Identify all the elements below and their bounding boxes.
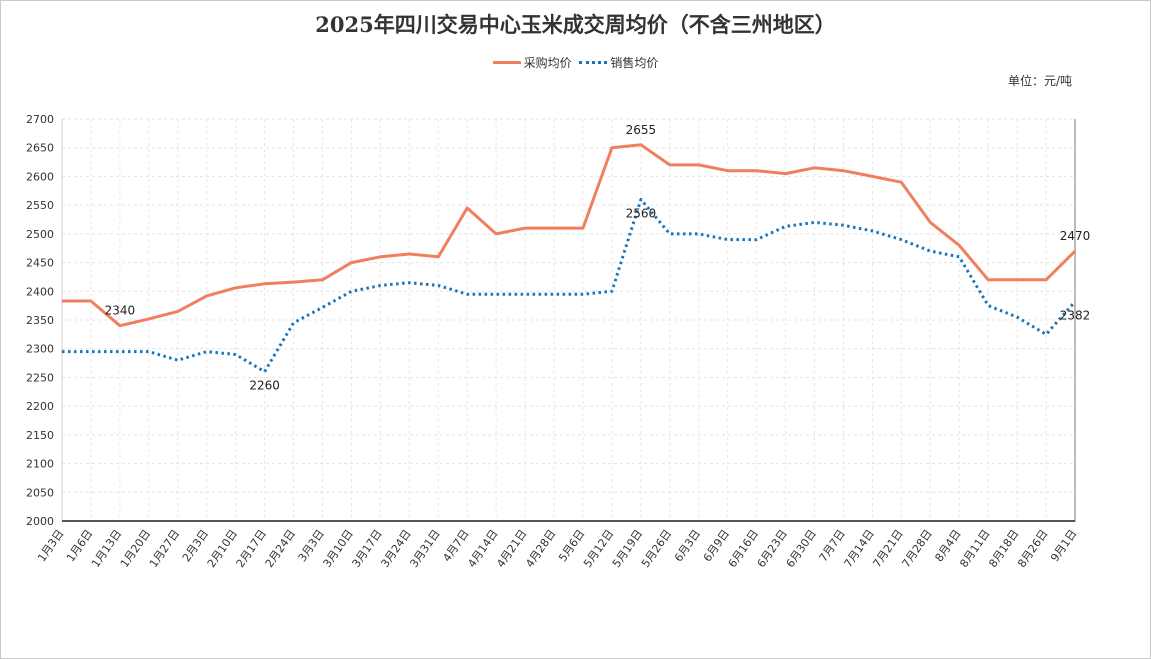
series-line-sales xyxy=(62,197,1077,374)
x-tick-label: 8月26日 xyxy=(1015,527,1050,570)
y-tick-label: 2550 xyxy=(26,199,54,212)
x-tick-label: 1月3日 xyxy=(35,527,66,564)
y-tick-label: 2450 xyxy=(26,257,54,270)
data-label: 2340 xyxy=(105,304,136,318)
legend-item-purchase[interactable]: 采购均价 xyxy=(492,54,572,71)
y-tick-label: 2300 xyxy=(26,343,54,356)
y-tick-label: 2200 xyxy=(26,400,54,413)
legend-label-purchase: 采购均价 xyxy=(523,56,572,70)
x-tick-label: 1月27日 xyxy=(147,527,182,570)
data-label: 2382 xyxy=(1060,309,1091,323)
data-label: 2560 xyxy=(626,206,657,220)
x-tick-label: 4月28日 xyxy=(523,527,558,570)
unit-label: 单位：元/吨 xyxy=(1007,74,1072,88)
data-label: 2470 xyxy=(1060,229,1091,243)
y-tick-label: 2700 xyxy=(26,113,54,126)
x-tick-label: 7月28日 xyxy=(899,527,934,570)
x-tick-label: 3月31日 xyxy=(407,527,442,570)
data-label: 2260 xyxy=(249,379,280,393)
x-tick-label: 6月3日 xyxy=(672,527,703,564)
x-tick-label: 9月1日 xyxy=(1048,527,1079,564)
chart-title: 2025年四川交易中心玉米成交周均价（不含三州地区） xyxy=(315,12,836,37)
legend-item-sales[interactable]: 销售均价 xyxy=(579,54,658,71)
series-line-purchase xyxy=(62,143,1077,328)
x-tick-label: 6月30日 xyxy=(784,527,819,570)
data-label: 2655 xyxy=(626,123,657,137)
chart-legend: 采购均价 销售均价 xyxy=(1,53,1150,71)
y-tick-label: 2500 xyxy=(26,228,54,241)
y-tick-label: 2000 xyxy=(26,515,54,528)
y-tick-label: 2050 xyxy=(26,486,54,499)
y-tick-label: 2650 xyxy=(26,142,54,155)
x-tick-label: 2月24日 xyxy=(263,527,298,570)
y-tick-label: 2250 xyxy=(26,371,54,384)
x-tick-label: 5月26日 xyxy=(639,527,674,570)
y-tick-label: 2150 xyxy=(26,429,54,442)
y-tick-label: 2400 xyxy=(26,285,54,298)
legend-label-sales: 销售均价 xyxy=(610,56,659,70)
y-tick-label: 2100 xyxy=(26,458,54,471)
legend-swatch-purchase xyxy=(492,61,521,64)
legend-swatch-sales xyxy=(579,61,608,64)
y-tick-label: 2350 xyxy=(26,314,54,327)
y-tick-label: 2600 xyxy=(26,170,54,183)
